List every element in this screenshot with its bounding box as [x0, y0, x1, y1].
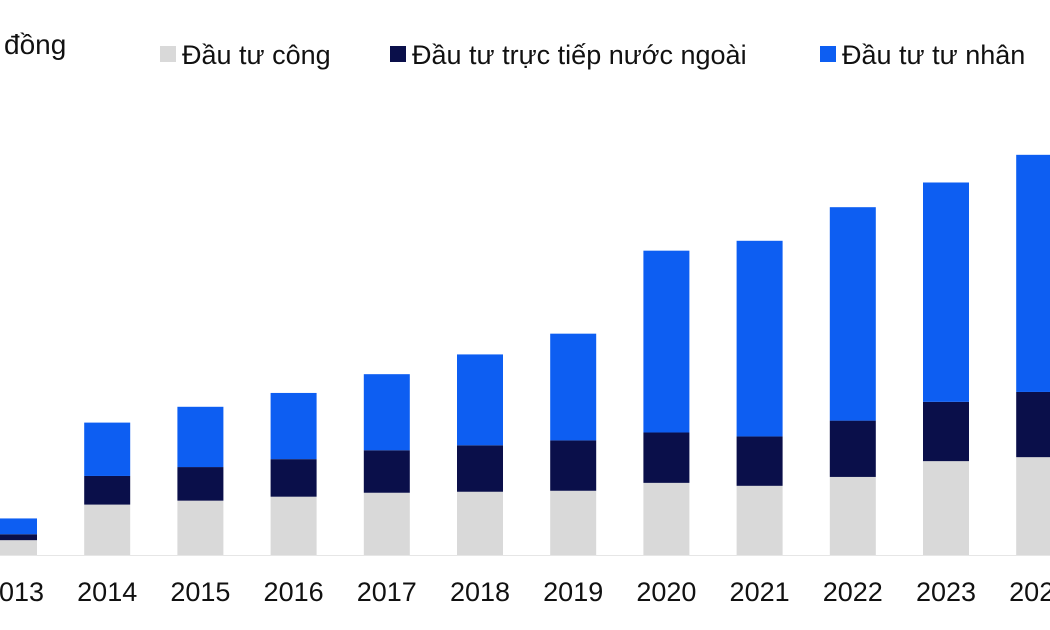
bar-segment-2018-series-0 — [457, 491, 503, 555]
unit-label: đồng — [4, 29, 66, 60]
bar-segment-2016-series-0 — [270, 496, 317, 555]
bar-segment-2020-series-1 — [643, 432, 690, 483]
x-tick-label-2020: 2020 — [636, 577, 696, 607]
bar-segment-2019-series-0 — [550, 490, 597, 555]
x-tick-label-2013: 2013 — [0, 577, 44, 607]
bar-segment-2016-series-1 — [270, 459, 317, 497]
bar-segment-2023-series-2 — [923, 182, 969, 402]
bar-segment-2021-series-2 — [736, 240, 783, 437]
bar-segment-2013-series-2 — [0, 518, 37, 535]
bar-segment-2017-series-0 — [363, 492, 410, 555]
bar-segment-2019-series-1 — [550, 440, 597, 491]
x-tick-label-2015: 2015 — [170, 577, 230, 607]
x-tick-labels: 2013 2014 2015 2016 2017 2018 2019 2020 2021 2022… — [0, 577, 1050, 607]
bar-segment-2014-series-0 — [84, 504, 131, 555]
bar-segment-2015-series-0 — [177, 500, 224, 555]
x-tick-label-2022: 2022 — [823, 577, 883, 607]
bar-segment-2017-series-1 — [363, 450, 410, 493]
bar-segment-2023-series-1 — [923, 401, 969, 462]
x-tick-label-2021: 2021 — [730, 577, 790, 607]
bar-segment-2019-series-2 — [550, 333, 597, 441]
bar-segment-2016-series-2 — [270, 392, 317, 460]
bar-segment-2022-series-0 — [829, 476, 876, 555]
legend-label-series-1: Đầu tư trực tiếp nước ngoài — [412, 40, 747, 70]
bar-segment-2020-series-2 — [643, 250, 690, 433]
bars — [0, 154, 1050, 555]
bar-segment-2017-series-2 — [363, 374, 410, 451]
bar-segment-2022-series-2 — [829, 207, 876, 421]
x-tick-label-2018: 2018 — [450, 577, 510, 607]
bar-segment-2013-series-1 — [0, 534, 37, 541]
bar-segment-2015-series-2 — [177, 406, 224, 468]
bar-segment-2018-series-2 — [457, 354, 503, 446]
x-tick-label-2014: 2014 — [77, 577, 137, 607]
legend-swatch-series-0 — [160, 46, 176, 62]
bar-segment-2013-series-0 — [0, 540, 37, 555]
x-tick-label-2016: 2016 — [264, 577, 324, 607]
legend-swatch-series-2 — [820, 46, 836, 62]
legend: Đầu tư công Đầu tư trực tiếp nước ngoài Đầ… — [160, 40, 1025, 70]
bar-segment-2024-series-1 — [1016, 391, 1050, 458]
bar-segment-2024-series-2 — [1016, 154, 1050, 392]
x-tick-label-2024: 2024 — [1009, 577, 1050, 607]
bar-segment-2018-series-1 — [457, 445, 503, 492]
x-tick-label-2017: 2017 — [357, 577, 417, 607]
x-tick-label-2023: 2023 — [916, 577, 976, 607]
bar-segment-2020-series-0 — [643, 482, 690, 555]
legend-label-series-2: Đầu tư tư nhân — [842, 40, 1025, 70]
legend-label-series-0: Đầu tư công — [182, 40, 331, 70]
legend-swatch-series-1 — [390, 46, 406, 62]
bar-segment-2021-series-1 — [736, 436, 783, 486]
bar-segment-2014-series-2 — [84, 422, 131, 476]
bar-segment-2014-series-1 — [84, 475, 131, 505]
bar-segment-2015-series-1 — [177, 467, 224, 501]
bar-segment-2024-series-0 — [1016, 457, 1050, 555]
x-tick-label-2019: 2019 — [543, 577, 603, 607]
bar-segment-2022-series-1 — [829, 420, 876, 477]
bar-segment-2021-series-0 — [736, 485, 783, 555]
bar-segment-2023-series-0 — [923, 461, 969, 555]
